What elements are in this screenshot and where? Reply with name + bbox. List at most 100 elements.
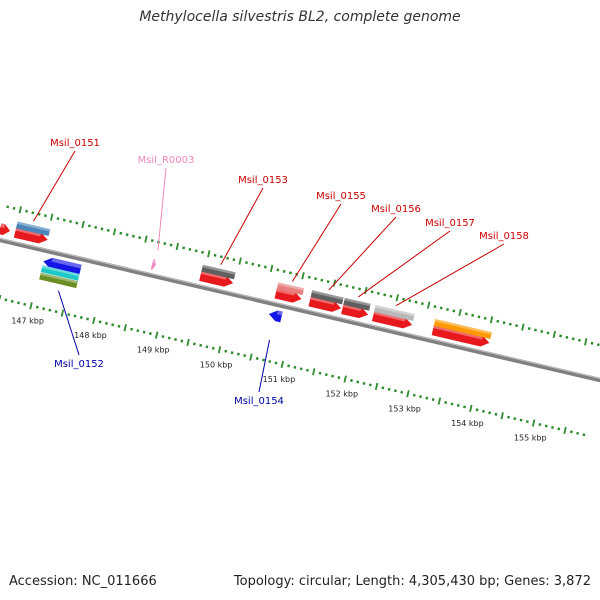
gene-label-leader	[220, 187, 264, 266]
minor-tick-top	[389, 294, 393, 298]
major-tick-bottom	[469, 404, 473, 413]
minor-tick-top	[370, 290, 374, 294]
forward-gene-feature[interactable]	[150, 258, 157, 271]
gene-shape-highlight	[311, 290, 344, 300]
minor-tick-top	[596, 343, 600, 347]
minor-tick-top	[201, 250, 204, 254]
major-tick-bottom	[531, 419, 536, 427]
minor-tick-bottom	[224, 349, 228, 353]
minor-tick-bottom	[431, 398, 435, 402]
gene-label: Msil_0153	[238, 175, 288, 186]
major-tick-top	[18, 206, 22, 214]
accession-text: Accession: NC_011666	[9, 574, 157, 589]
minor-tick-top	[163, 242, 167, 246]
genome-backbone	[0, 237, 600, 383]
minor-tick-top	[87, 224, 91, 228]
minor-tick-bottom	[104, 321, 108, 325]
minor-tick-top	[433, 305, 437, 309]
minor-tick-bottom	[262, 358, 265, 362]
minor-tick-top	[420, 302, 424, 306]
forward-gene-feature[interactable]	[15, 221, 51, 236]
gene-label: Msil_0152	[54, 359, 104, 370]
minor-tick-bottom	[306, 368, 309, 372]
minor-tick-bottom	[48, 308, 52, 312]
minor-tick-bottom	[111, 323, 115, 327]
minor-tick-top	[565, 335, 569, 339]
gene-shape	[274, 287, 302, 303]
forward-gene-feature[interactable]	[310, 290, 344, 305]
minor-tick-top	[119, 231, 123, 235]
minor-tick-top	[276, 268, 280, 272]
gene-label: Msil_0155	[316, 191, 366, 202]
minor-tick-top	[383, 293, 387, 297]
reverse-gene-feature[interactable]	[40, 265, 80, 281]
major-tick-bottom	[280, 360, 285, 369]
scale-label: 155 kbp	[514, 434, 547, 443]
minor-tick-bottom	[211, 346, 215, 350]
gene-label-leader	[395, 243, 505, 307]
reverse-gene-feature[interactable]	[39, 272, 78, 289]
minor-tick-bottom	[4, 298, 8, 302]
minor-tick-bottom	[494, 412, 498, 416]
gene-shape-highlight	[152, 258, 155, 263]
genome-title: Methylocella silvestris BL2, complete ge…	[139, 9, 461, 25]
forward-gene-feature[interactable]	[0, 223, 11, 236]
major-tick-bottom	[29, 302, 33, 310]
minor-tick-bottom	[456, 403, 460, 407]
minor-tick-bottom	[268, 359, 272, 363]
minor-tick-bottom	[337, 376, 341, 380]
minor-tick-top	[131, 234, 135, 238]
major-tick-top	[584, 338, 588, 346]
gene-label: Msil_0157	[425, 218, 475, 229]
scale-label: 151 kbp	[263, 375, 296, 384]
forward-gene-feature[interactable]	[201, 264, 236, 280]
major-tick-bottom	[123, 324, 127, 332]
forward-gene-feature[interactable]	[343, 297, 371, 311]
gene-label-leader	[291, 203, 342, 282]
minor-tick-top	[571, 337, 575, 341]
minor-tick-bottom	[463, 405, 466, 409]
gene-shape	[39, 272, 78, 289]
minor-tick-bottom	[205, 345, 209, 349]
major-tick-bottom	[500, 412, 504, 420]
gene-shape	[308, 295, 342, 312]
major-tick-bottom	[437, 397, 442, 405]
minor-tick-bottom	[142, 330, 146, 334]
minor-tick-bottom	[299, 367, 303, 371]
scale-label: 153 kbp	[388, 404, 421, 413]
major-tick-top	[81, 220, 85, 229]
gene-shape	[371, 310, 413, 329]
reverse-gene-feature[interactable]	[268, 309, 283, 323]
minor-tick-bottom	[481, 409, 485, 413]
gene-shape	[310, 290, 344, 305]
gene-shape	[431, 324, 490, 347]
minor-tick-top	[25, 209, 29, 213]
forward-gene-feature[interactable]	[433, 318, 492, 340]
minor-tick-bottom	[519, 418, 523, 422]
minor-tick-top	[546, 331, 550, 335]
minor-tick-top	[150, 239, 154, 243]
major-tick-bottom	[249, 353, 253, 361]
minor-tick-top	[213, 253, 217, 257]
major-tick-bottom	[312, 368, 316, 376]
gene-label: Msil_R0003	[138, 155, 195, 166]
gene-label-leader	[33, 150, 76, 222]
gene-label-leader	[328, 216, 397, 291]
minor-tick-bottom	[368, 383, 372, 387]
gene-shape	[40, 265, 80, 281]
gene-shape	[374, 305, 415, 321]
gene-shape	[150, 258, 156, 270]
genome-summary-text: Topology: circular; Length: 4,305,430 bp…	[233, 574, 591, 589]
major-tick-bottom	[563, 426, 567, 434]
minor-tick-bottom	[17, 301, 20, 305]
minor-tick-bottom	[544, 424, 548, 428]
minor-tick-bottom	[356, 380, 360, 384]
minor-tick-bottom	[167, 336, 171, 340]
reverse-gene-feature[interactable]	[42, 256, 82, 276]
forward-gene-feature[interactable]	[276, 282, 305, 296]
minor-tick-top	[578, 338, 581, 342]
forward-gene-feature[interactable]	[374, 305, 415, 321]
minor-tick-bottom	[576, 431, 580, 435]
minor-tick-top	[502, 321, 506, 325]
